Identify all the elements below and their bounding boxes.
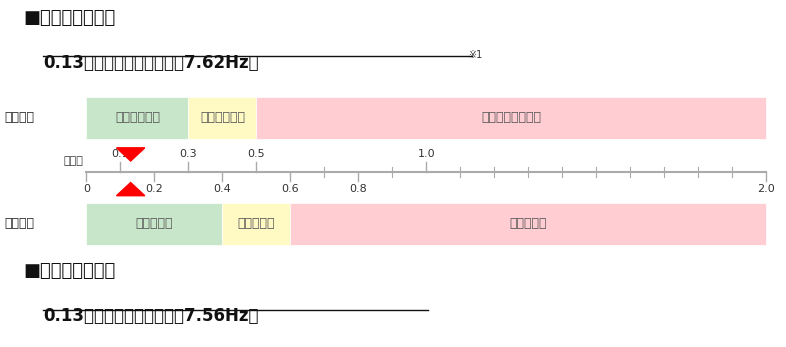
Text: 0.2: 0.2 bbox=[145, 184, 163, 194]
Text: 0.6: 0.6 bbox=[281, 184, 299, 194]
Text: 1.0: 1.0 bbox=[417, 149, 435, 159]
Polygon shape bbox=[116, 148, 145, 161]
Text: ■地盤の固有周期: ■地盤の固有周期 bbox=[24, 262, 116, 280]
Text: 0.5: 0.5 bbox=[248, 149, 265, 159]
Text: （秒）: （秒） bbox=[64, 155, 83, 166]
Text: 耐震性かなり低め: 耐震性かなり低め bbox=[481, 111, 542, 125]
Text: 0.13（秒）　（卓越周波数7.56Hz）: 0.13（秒） （卓越周波数7.56Hz） bbox=[43, 307, 259, 325]
Text: 2.0: 2.0 bbox=[758, 184, 775, 194]
Text: 第三種地盤: 第三種地盤 bbox=[509, 217, 547, 230]
Text: 0.1: 0.1 bbox=[112, 149, 129, 159]
Text: 第一種地盤: 第一種地盤 bbox=[136, 217, 173, 230]
Text: 0.4: 0.4 bbox=[214, 184, 231, 194]
Polygon shape bbox=[116, 183, 145, 196]
Bar bbox=[189, 97, 256, 139]
Text: ※1: ※1 bbox=[468, 50, 482, 60]
Text: 【地盤】: 【地盤】 bbox=[4, 217, 34, 230]
Text: 第二種地盤: 第二種地盤 bbox=[237, 217, 275, 230]
Text: 耐震性能高め: 耐震性能高め bbox=[115, 111, 160, 125]
Text: 0.3: 0.3 bbox=[180, 149, 197, 159]
Text: 耐震性能低め: 耐震性能低め bbox=[200, 111, 245, 125]
Text: 0.8: 0.8 bbox=[350, 184, 367, 194]
Text: ■建物の固有周期: ■建物の固有周期 bbox=[24, 9, 116, 27]
Bar bbox=[256, 97, 766, 139]
Bar bbox=[86, 97, 189, 139]
Text: 0.13（秒）　（卓越周波数7.62Hz）: 0.13（秒） （卓越周波数7.62Hz） bbox=[43, 54, 259, 72]
Bar bbox=[222, 203, 291, 245]
Bar bbox=[291, 203, 766, 245]
Text: 0: 0 bbox=[83, 184, 90, 194]
Text: 【建物】: 【建物】 bbox=[4, 111, 34, 125]
Bar bbox=[86, 203, 222, 245]
